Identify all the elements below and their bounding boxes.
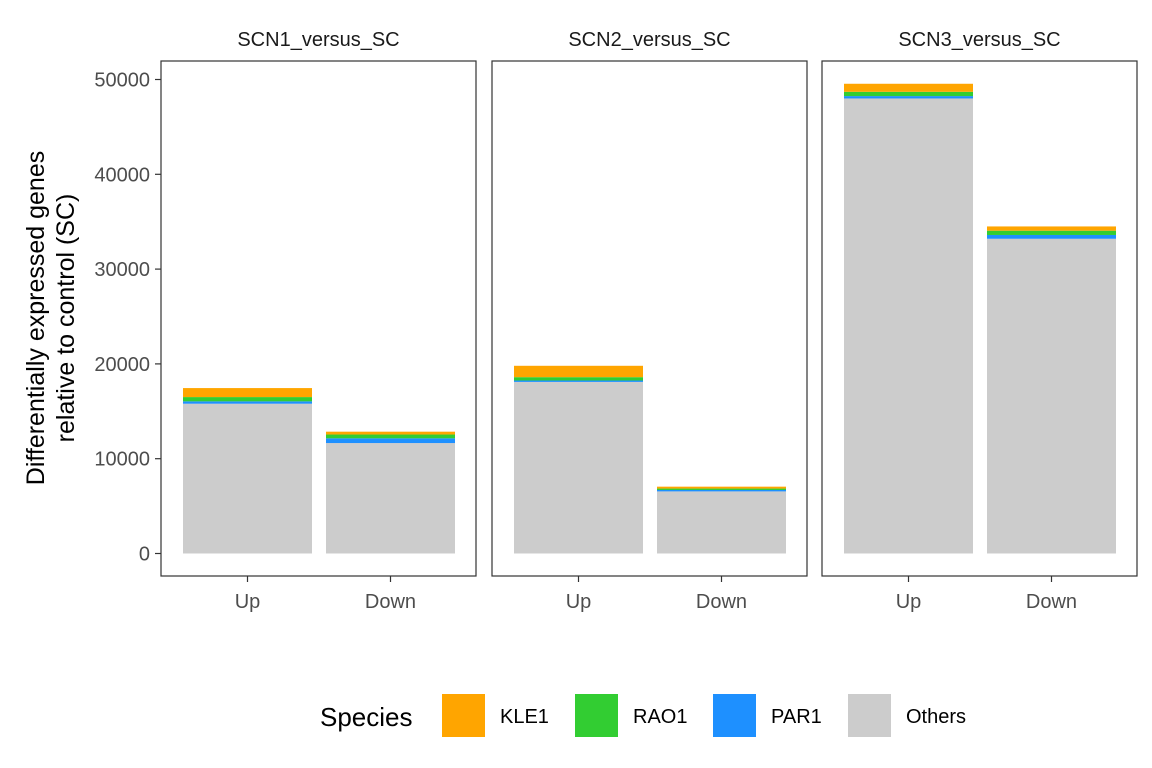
bar-segment-rao1	[183, 397, 312, 402]
facet-panel: SCN2_versus_SC Up Down	[491, 29, 808, 613]
facet-panels: SCN1_versus_SC Up Down SCN2_versus_SC Up Down…	[160, 29, 1138, 613]
legend-item: KLE1	[442, 694, 549, 737]
legend-item: PAR1	[713, 694, 822, 737]
bar-segment-kle1	[987, 226, 1116, 231]
legend-key-others	[848, 694, 891, 737]
x-tick-label: Down	[696, 591, 747, 613]
bar-segment-par1	[514, 380, 643, 382]
facet-panel: SCN1_versus_SC Up Down	[160, 29, 477, 613]
x-tick-label: Down	[1026, 591, 1077, 613]
panel-border	[160, 60, 477, 577]
legend-key-par1	[713, 694, 756, 737]
y-tick-label: 20000	[94, 354, 150, 376]
bar-segment-others	[514, 381, 643, 554]
x-tick-label: Up	[896, 591, 922, 613]
legend-label: KLE1	[500, 706, 549, 728]
legend-title: Species	[320, 702, 413, 732]
y-axis-title: Differentially expressed genes relative …	[22, 151, 80, 485]
bar-segment-par1	[987, 234, 1116, 239]
legend-label: Others	[906, 706, 966, 728]
legend-key-kle1	[442, 694, 485, 737]
x-tick-label: Up	[235, 591, 261, 613]
y-axis-title-line-1: Differentially expressed genes	[22, 151, 50, 485]
bar-segment-others	[183, 403, 312, 554]
bar-segment-rao1	[657, 488, 786, 490]
x-tick-label: Up	[566, 591, 592, 613]
legend-label: RAO1	[633, 706, 687, 728]
legend-label: PAR1	[771, 706, 822, 728]
bar-segment-rao1	[326, 434, 455, 439]
y-tick-label: 30000	[94, 259, 150, 281]
y-tick-label: 40000	[94, 164, 150, 186]
facet-title: SCN2_versus_SC	[568, 29, 730, 51]
legend: Species KLE1 RAO1 PAR1 Others	[320, 694, 966, 737]
bar-segment-par1	[844, 96, 973, 99]
legend-key-rao1	[575, 694, 618, 737]
y-tick-label: 50000	[94, 70, 150, 92]
facet-title: SCN1_versus_SC	[237, 29, 399, 51]
bar-segment-kle1	[514, 365, 643, 378]
legend-item: RAO1	[575, 694, 687, 737]
bar-segment-others	[844, 98, 973, 554]
y-axis: 0 10000 20000 30000 40000 50000	[94, 70, 161, 566]
facet-panel: SCN3_versus_SC Up Down	[821, 29, 1138, 613]
bar-segment-par1	[326, 438, 455, 444]
bar-segment-others	[987, 238, 1116, 554]
bar-segment-rao1	[844, 91, 973, 97]
bar-segment-par1	[657, 489, 786, 492]
bar-segment-others	[326, 443, 455, 554]
bar-segment-kle1	[326, 431, 455, 435]
y-axis-title-line-2: relative to control (SC)	[52, 194, 80, 443]
bar-segment-rao1	[514, 377, 643, 381]
x-tick-label: Down	[365, 591, 416, 613]
bar-segment-others	[657, 491, 786, 554]
y-tick-label: 0	[139, 544, 150, 566]
facet-title: SCN3_versus_SC	[898, 29, 1060, 51]
bar-segment-kle1	[657, 486, 786, 489]
panel-border	[491, 60, 808, 577]
bar-segment-par1	[183, 401, 312, 404]
panel-border	[821, 60, 1138, 577]
bar-segment-kle1	[844, 83, 973, 92]
legend-item: Others	[848, 694, 966, 737]
bar-segment-rao1	[987, 230, 1116, 235]
y-tick-label: 10000	[94, 449, 150, 471]
bar-segment-kle1	[183, 388, 312, 398]
